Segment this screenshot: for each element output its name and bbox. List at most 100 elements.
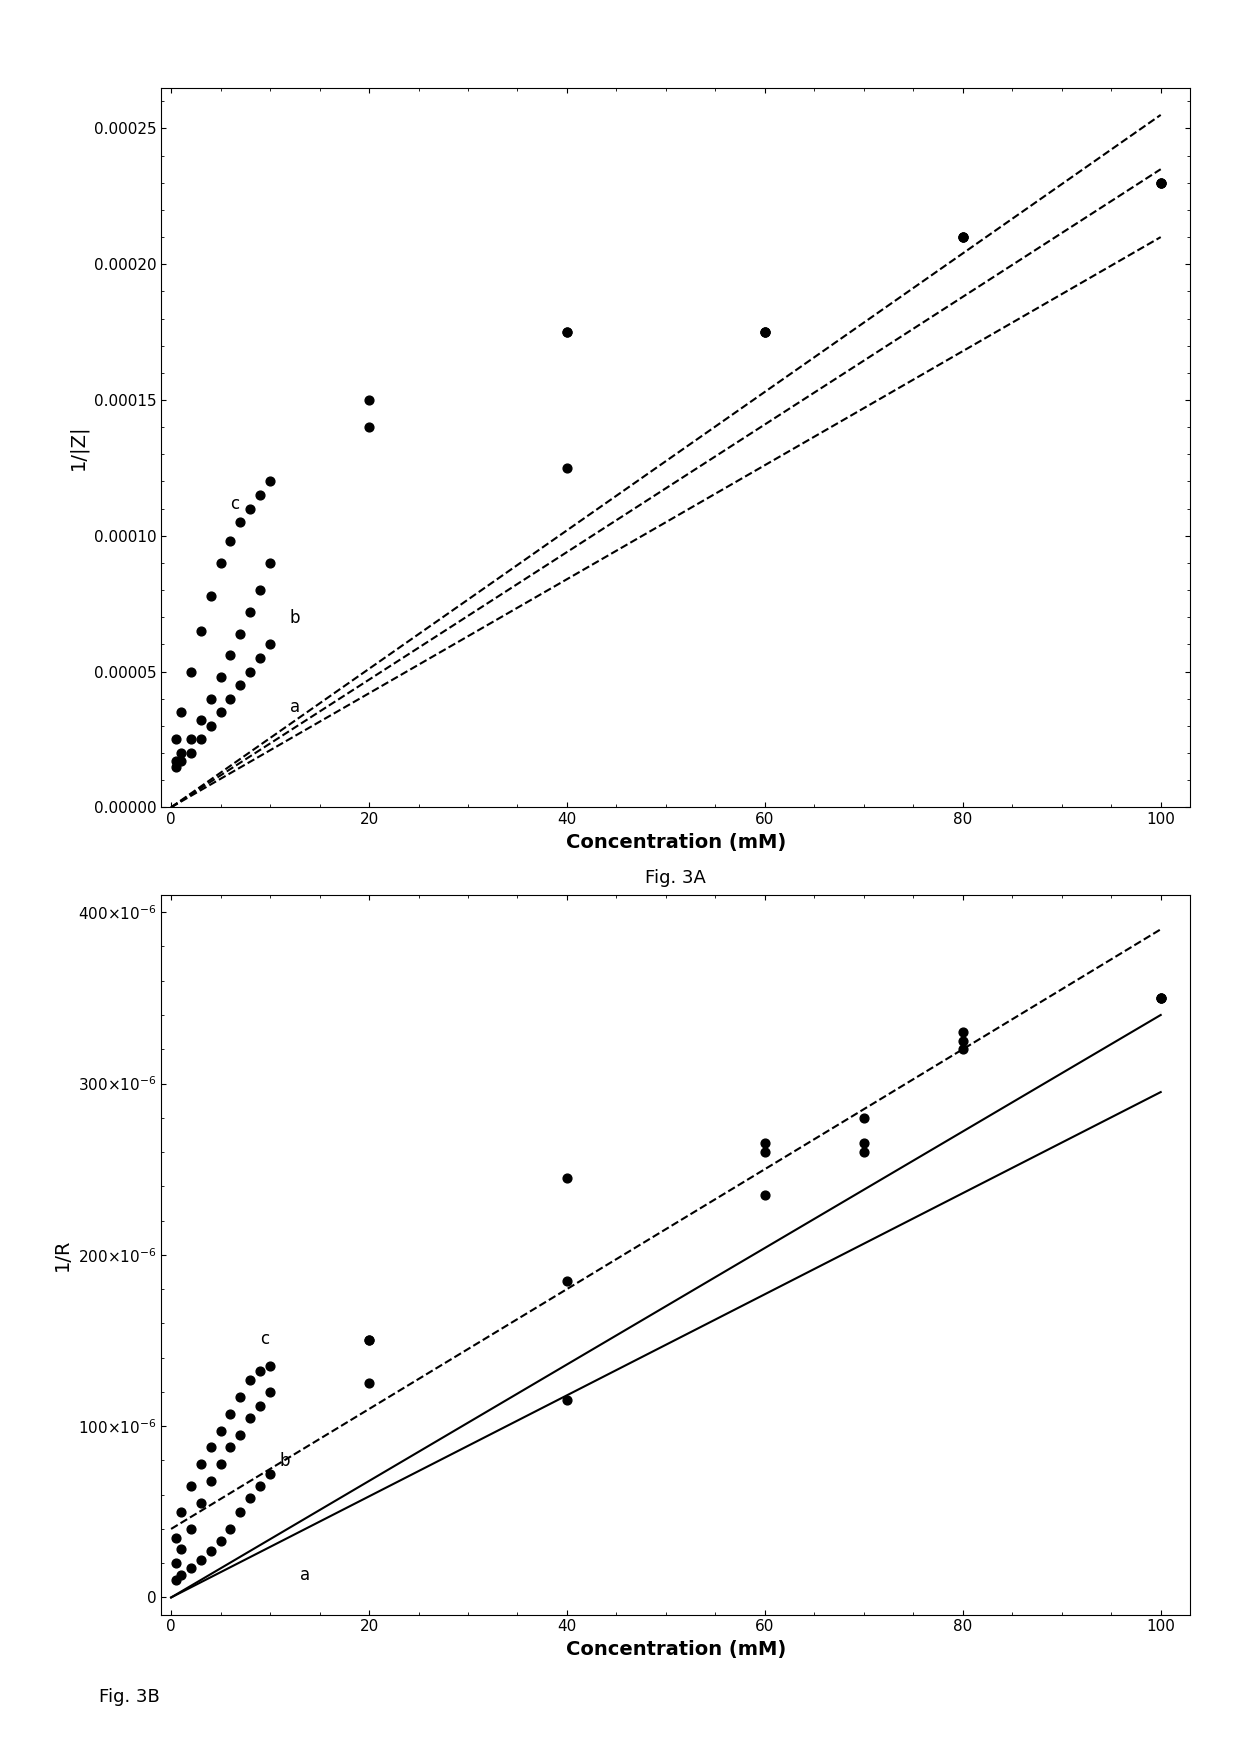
Text: c: c — [231, 495, 239, 512]
Point — [201, 581, 221, 609]
Point — [171, 1562, 191, 1590]
Point — [1151, 168, 1171, 197]
Point — [360, 412, 379, 441]
Point — [557, 455, 577, 483]
Point — [250, 576, 270, 604]
Point — [755, 1130, 775, 1158]
Point — [221, 526, 241, 555]
Point — [250, 1392, 270, 1420]
Point — [171, 698, 191, 727]
Point — [557, 318, 577, 346]
Point — [250, 481, 270, 509]
Point — [755, 1137, 775, 1165]
Point — [360, 386, 379, 414]
Point — [231, 1383, 250, 1411]
Point — [221, 641, 241, 669]
Point — [952, 1027, 972, 1055]
Point — [221, 684, 241, 713]
Point — [1151, 168, 1171, 197]
Point — [241, 658, 260, 686]
Point — [181, 739, 201, 767]
Text: a: a — [290, 698, 300, 716]
Point — [260, 1378, 280, 1406]
Point — [221, 1432, 241, 1460]
Point — [221, 1515, 241, 1543]
Point — [191, 1546, 211, 1574]
Point — [854, 1130, 874, 1158]
Point — [557, 1267, 577, 1295]
Point — [952, 223, 972, 251]
Point — [191, 616, 211, 644]
Text: Fig. 3B: Fig. 3B — [99, 1688, 160, 1706]
Text: Fig. 3A: Fig. 3A — [645, 869, 707, 886]
Point — [952, 223, 972, 251]
Point — [191, 1450, 211, 1478]
Point — [952, 223, 972, 251]
Point — [171, 1497, 191, 1525]
Point — [360, 1327, 379, 1355]
Point — [250, 644, 270, 672]
Y-axis label: 1/|Z|: 1/|Z| — [68, 425, 88, 470]
Point — [1151, 985, 1171, 1013]
Point — [171, 1536, 191, 1564]
Point — [755, 1181, 775, 1209]
Point — [1151, 168, 1171, 197]
Point — [557, 1164, 577, 1192]
Point — [181, 1472, 201, 1501]
Point — [166, 1550, 186, 1578]
Point — [231, 620, 250, 648]
Point — [166, 748, 186, 776]
Point — [171, 748, 191, 776]
Point — [557, 1386, 577, 1415]
X-axis label: Concentration (mM): Concentration (mM) — [565, 832, 786, 851]
Point — [260, 549, 280, 577]
Point — [260, 630, 280, 658]
Point — [360, 1369, 379, 1397]
Point — [250, 1357, 270, 1385]
Point — [1151, 985, 1171, 1013]
Point — [260, 1460, 280, 1488]
Point — [211, 1450, 231, 1478]
Point — [231, 1422, 250, 1450]
Point — [211, 1418, 231, 1446]
Y-axis label: 1/R: 1/R — [53, 1239, 72, 1271]
Point — [854, 1137, 874, 1165]
X-axis label: Concentration (mM): Concentration (mM) — [565, 1639, 786, 1658]
Point — [166, 1565, 186, 1594]
Point — [360, 1327, 379, 1355]
Point — [231, 670, 250, 698]
Point — [241, 1404, 260, 1432]
Point — [191, 706, 211, 734]
Point — [1151, 985, 1171, 1013]
Point — [181, 1515, 201, 1543]
Point — [181, 658, 201, 686]
Point — [166, 725, 186, 753]
Point — [181, 1555, 201, 1583]
Point — [166, 1523, 186, 1551]
Text: b: b — [280, 1451, 290, 1469]
Point — [854, 1104, 874, 1132]
Point — [181, 725, 201, 753]
Point — [221, 1400, 241, 1429]
Point — [250, 1472, 270, 1501]
Point — [211, 1527, 231, 1555]
Point — [201, 1467, 221, 1495]
Point — [201, 1537, 221, 1565]
Point — [231, 1497, 250, 1525]
Point — [201, 713, 221, 741]
Point — [191, 1490, 211, 1518]
Point — [166, 753, 186, 781]
Point — [171, 739, 191, 767]
Point — [241, 1365, 260, 1393]
Point — [260, 1351, 280, 1379]
Point — [231, 509, 250, 537]
Text: b: b — [290, 609, 300, 627]
Point — [201, 684, 221, 713]
Point — [241, 598, 260, 627]
Point — [211, 663, 231, 691]
Text: c: c — [260, 1330, 269, 1348]
Point — [211, 549, 231, 577]
Point — [241, 1485, 260, 1513]
Point — [191, 725, 211, 753]
Point — [211, 698, 231, 727]
